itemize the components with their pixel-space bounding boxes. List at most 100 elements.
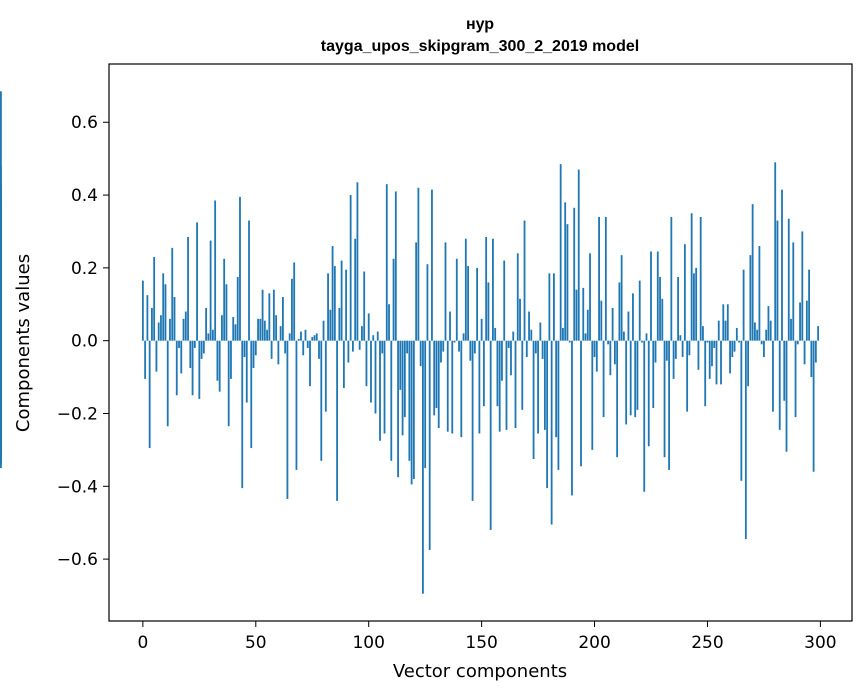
bar bbox=[234, 324, 237, 341]
x-tick-label: 0 bbox=[137, 633, 148, 653]
bar bbox=[157, 322, 160, 341]
bar bbox=[674, 340, 677, 359]
bar bbox=[726, 304, 729, 341]
bar bbox=[225, 284, 228, 341]
bar bbox=[426, 264, 429, 341]
bar bbox=[496, 340, 499, 407]
bar bbox=[322, 320, 325, 341]
bar bbox=[352, 340, 354, 352]
bar bbox=[381, 340, 384, 354]
bar bbox=[663, 340, 666, 458]
bar bbox=[467, 266, 469, 341]
bar bbox=[516, 253, 519, 341]
bar bbox=[613, 340, 616, 365]
bar bbox=[593, 340, 596, 358]
bar bbox=[812, 340, 815, 472]
bar bbox=[541, 340, 544, 359]
bar bbox=[189, 340, 192, 368]
bar bbox=[288, 333, 291, 341]
y-tick-label: 0.4 bbox=[71, 186, 98, 206]
bar bbox=[297, 338, 300, 341]
bar bbox=[354, 238, 357, 341]
bar bbox=[315, 333, 318, 341]
bar bbox=[803, 340, 806, 365]
bar bbox=[602, 340, 605, 418]
bar bbox=[532, 340, 535, 459]
x-axis-ticks: 0 50 100 150 200 250 300 bbox=[137, 621, 837, 653]
bar bbox=[478, 340, 481, 434]
bar bbox=[406, 340, 409, 354]
bar bbox=[230, 340, 232, 379]
bar bbox=[144, 340, 147, 379]
bar bbox=[275, 315, 278, 341]
bar bbox=[616, 340, 619, 458]
bar bbox=[629, 340, 632, 416]
bar bbox=[394, 191, 397, 341]
bar bbox=[272, 289, 275, 341]
bar bbox=[559, 164, 562, 341]
bar bbox=[627, 311, 630, 341]
bar bbox=[412, 340, 415, 480]
bar bbox=[209, 240, 212, 341]
bar bbox=[749, 255, 752, 341]
bar bbox=[268, 293, 271, 341]
bar bbox=[397, 340, 399, 478]
bar bbox=[367, 313, 370, 341]
x-axis-label: Vector components bbox=[393, 661, 567, 682]
bar bbox=[324, 340, 327, 412]
bar bbox=[248, 220, 250, 341]
bar bbox=[568, 340, 571, 343]
bar bbox=[546, 340, 549, 489]
bar bbox=[169, 318, 171, 341]
bar bbox=[166, 340, 169, 427]
bar bbox=[731, 340, 734, 358]
bar bbox=[327, 273, 329, 341]
bar bbox=[620, 255, 623, 341]
bar bbox=[589, 253, 591, 341]
bar bbox=[279, 326, 282, 341]
bar-series bbox=[0, 91, 820, 594]
bar bbox=[668, 340, 670, 470]
bar bbox=[211, 329, 214, 341]
y-axis-ticks: −0.6 −0.4 −0.2 0.0 0.2 0.4 0.6 bbox=[57, 113, 109, 570]
bar bbox=[331, 246, 334, 341]
bar bbox=[254, 340, 257, 356]
bar bbox=[361, 326, 363, 341]
bar bbox=[503, 260, 506, 341]
plot-frame bbox=[108, 63, 853, 622]
bar bbox=[724, 320, 727, 341]
bar bbox=[171, 247, 174, 341]
bar bbox=[277, 340, 280, 365]
bar bbox=[216, 340, 219, 381]
bar bbox=[446, 340, 449, 432]
bar bbox=[747, 340, 750, 387]
bar bbox=[318, 340, 320, 359]
bar bbox=[415, 242, 418, 341]
bar bbox=[455, 258, 458, 341]
bar bbox=[525, 340, 528, 358]
bar bbox=[704, 340, 707, 407]
bar bbox=[342, 340, 345, 389]
bar bbox=[485, 236, 488, 341]
bar bbox=[632, 293, 634, 341]
y-tick-label: −0.2 bbox=[57, 404, 98, 424]
bar bbox=[492, 238, 494, 341]
bar bbox=[693, 273, 695, 341]
bar bbox=[489, 340, 492, 530]
bar bbox=[403, 340, 406, 418]
bar bbox=[794, 340, 797, 418]
x-tick-label: 200 bbox=[578, 633, 610, 653]
bar bbox=[184, 311, 187, 341]
bar bbox=[437, 340, 440, 429]
bar bbox=[320, 340, 323, 461]
bar bbox=[424, 340, 427, 469]
bar bbox=[699, 216, 702, 341]
bar bbox=[482, 340, 485, 407]
y-tick-label: −0.6 bbox=[57, 550, 98, 570]
bar bbox=[440, 340, 442, 363]
bar bbox=[796, 340, 799, 345]
bar bbox=[573, 207, 576, 341]
bar bbox=[151, 307, 153, 341]
bar bbox=[300, 331, 302, 341]
